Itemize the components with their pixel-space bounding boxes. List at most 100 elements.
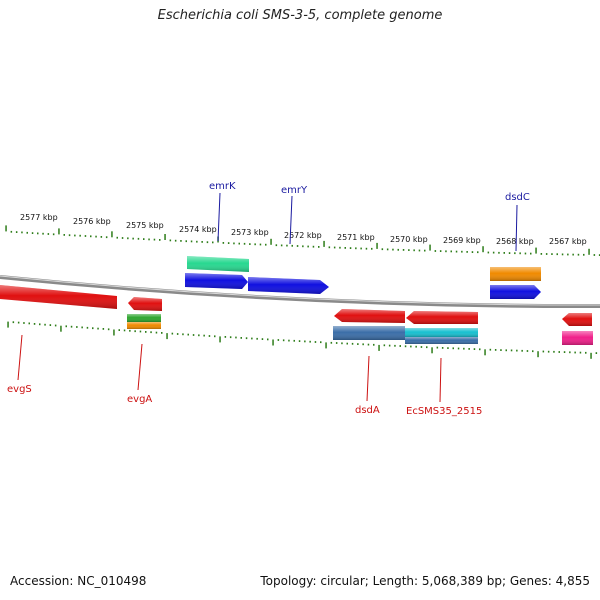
minor-tick	[415, 345, 417, 348]
minor-tick	[341, 342, 343, 345]
minor-tick	[68, 234, 71, 237]
major-tick	[272, 339, 274, 346]
minor-tick	[397, 248, 399, 251]
genome-backbone	[0, 275, 600, 309]
gene-label-EcSMS35_2515: EcSMS35_2515	[406, 406, 482, 417]
minor-tick	[161, 332, 163, 334]
minor-tick	[373, 343, 375, 346]
minor-tick	[583, 253, 585, 256]
minor-tick	[598, 254, 600, 256]
feature-shading	[0, 256, 593, 345]
minor-tick	[26, 231, 28, 234]
minor-tick	[282, 339, 285, 342]
minor-tick	[388, 344, 391, 347]
minor-tick	[450, 250, 452, 253]
minor-tick	[180, 240, 182, 242]
minor-tick	[118, 329, 120, 331]
major-tick	[60, 325, 62, 332]
minor-tick	[185, 240, 187, 243]
major-tick	[376, 242, 378, 249]
minor-tick	[468, 348, 470, 350]
major-tick	[537, 351, 539, 358]
minor-tick	[386, 248, 389, 251]
minor-tick	[10, 230, 13, 233]
major-tick	[166, 333, 168, 340]
minor-tick	[208, 335, 211, 337]
minor-tick	[233, 242, 235, 245]
minor-tick	[203, 334, 205, 337]
minor-tick	[39, 323, 41, 326]
minor-tick	[304, 340, 306, 343]
minor-tick	[567, 253, 569, 256]
gene-label-dsdA: dsdA	[355, 405, 380, 416]
minor-tick	[349, 247, 352, 249]
minor-tick	[52, 233, 55, 236]
minor-tick	[192, 334, 195, 336]
minor-tick	[280, 244, 283, 247]
kbp-label-2569: 2569 kbp	[443, 236, 481, 245]
major-tick	[378, 344, 380, 351]
minor-tick	[70, 325, 73, 328]
minor-tick	[487, 251, 490, 254]
major-tick	[431, 347, 433, 354]
minor-tick	[76, 326, 78, 328]
upper-tick-row	[5, 225, 600, 256]
gene-label-emrK: emrK	[209, 181, 236, 192]
gene-label-evgA: evgA	[127, 394, 152, 405]
minor-tick	[277, 339, 280, 341]
minor-tick	[307, 245, 309, 248]
minor-tick	[97, 327, 99, 330]
minor-tick	[261, 338, 264, 340]
minor-tick	[86, 326, 89, 329]
minor-tick	[563, 351, 566, 353]
minor-tick	[169, 239, 172, 242]
minor-tick	[293, 339, 295, 342]
minor-tick	[492, 251, 495, 254]
minor-tick	[381, 248, 384, 251]
minor-tick	[235, 336, 237, 339]
map-title: Escherichia coli SMS-3-5, complete genom…	[157, 8, 443, 23]
minor-tick	[452, 347, 454, 350]
minor-tick	[556, 253, 558, 256]
minor-tick	[129, 329, 131, 332]
minor-tick	[558, 351, 560, 353]
kbp-label-2576: 2576 kbp	[73, 217, 111, 226]
minor-tick	[312, 245, 315, 248]
minor-tick	[436, 346, 439, 349]
minor-tick	[123, 329, 126, 332]
minor-tick	[243, 242, 246, 245]
kbp-label-2573: 2573 kbp	[231, 228, 269, 237]
minor-tick	[275, 244, 278, 247]
minor-tick	[54, 324, 57, 327]
minor-tick	[473, 348, 476, 350]
minor-tick	[296, 245, 299, 247]
minor-tick	[47, 233, 50, 235]
minor-tick	[524, 252, 527, 255]
minor-tick	[121, 237, 124, 239]
leader-dsdA	[366, 355, 370, 402]
major-tick	[111, 231, 113, 238]
minor-tick	[12, 321, 15, 324]
minor-tick	[302, 245, 304, 248]
major-tick	[164, 234, 166, 240]
minor-tick	[355, 247, 357, 250]
minor-tick	[286, 244, 288, 247]
minor-tick	[371, 247, 373, 250]
minor-tick	[508, 252, 511, 254]
minor-tick	[224, 336, 227, 338]
minor-tick	[238, 242, 240, 245]
minor-tick	[489, 348, 492, 351]
minor-tick	[330, 341, 333, 344]
major-tick	[5, 225, 7, 232]
minor-tick	[44, 323, 46, 326]
minor-tick	[150, 331, 152, 334]
minor-tick	[28, 322, 30, 325]
minor-tick	[561, 253, 564, 256]
kbp-label-2575: 2575 kbp	[126, 221, 164, 230]
minor-tick	[249, 243, 251, 245]
minor-tick	[362, 343, 364, 346]
minor-tick	[81, 326, 83, 329]
minor-tick	[196, 240, 198, 243]
minor-tick	[105, 236, 108, 239]
minor-tick	[505, 349, 507, 352]
